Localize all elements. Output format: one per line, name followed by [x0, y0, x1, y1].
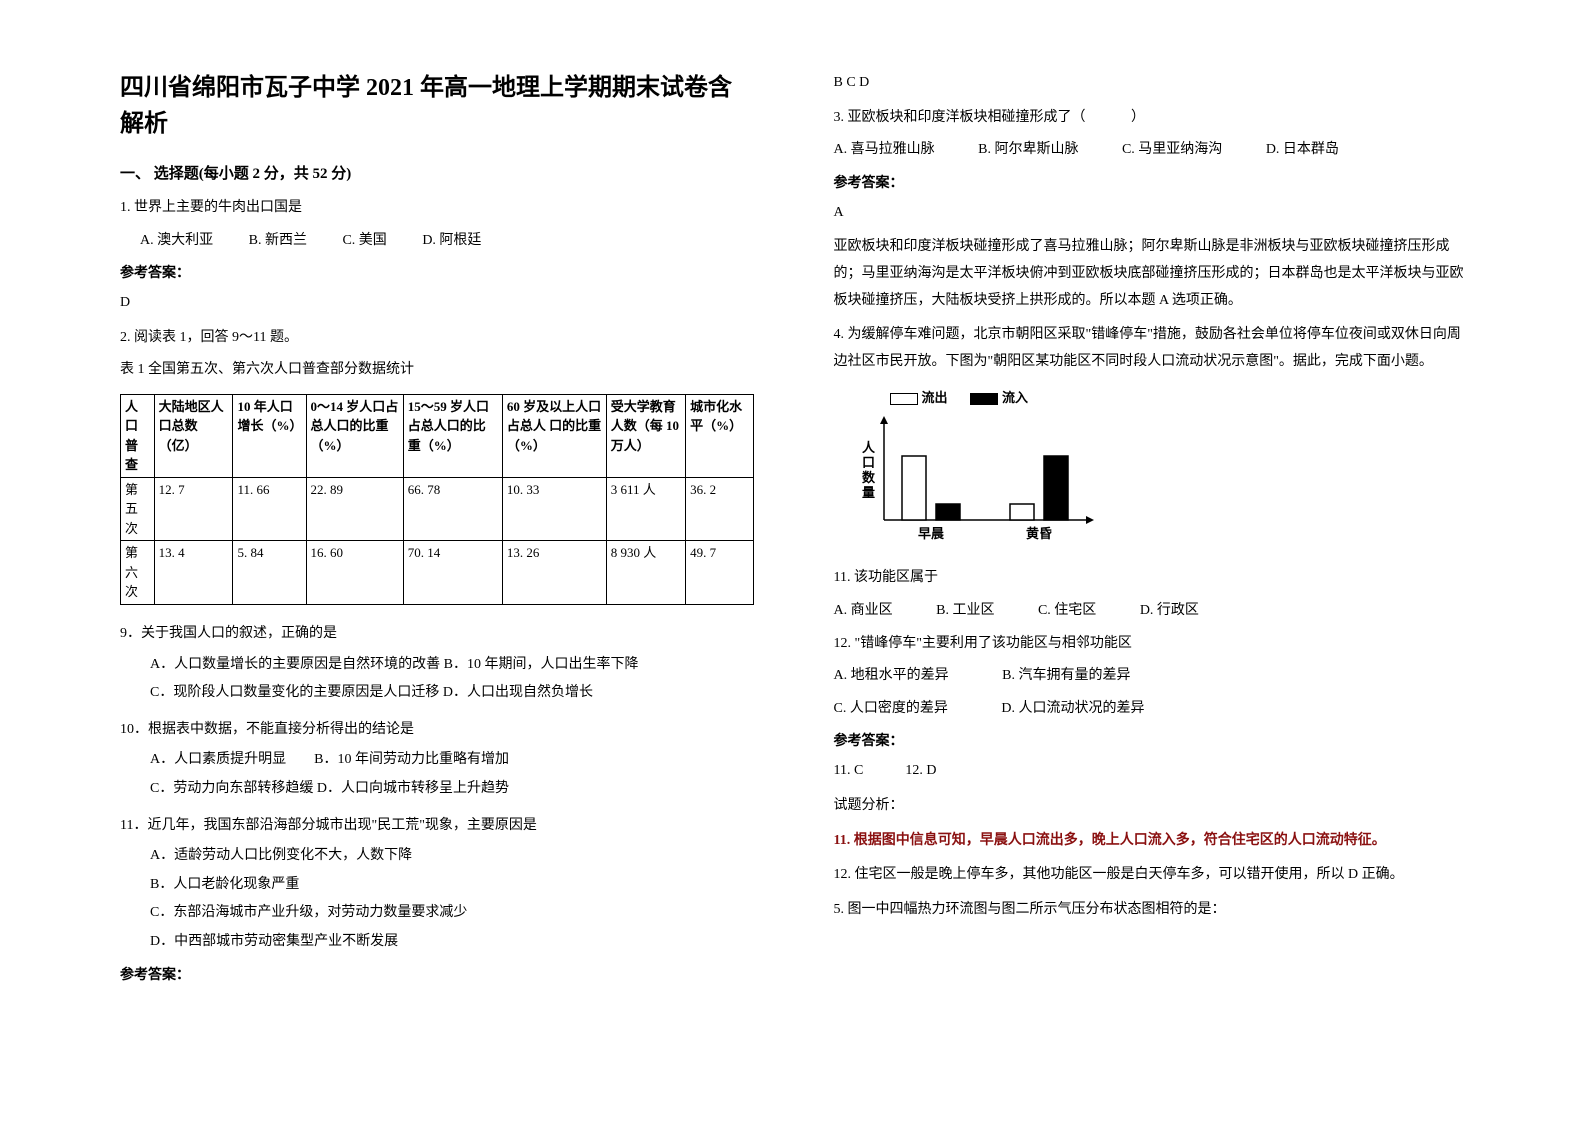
td: 第六次	[121, 541, 155, 605]
q1-opt-c: C. 美国	[342, 233, 386, 248]
question-3-options: A. 喜马拉雅山脉 B. 阿尔卑斯山脉 C. 马里亚纳海沟 D. 日本群岛	[834, 137, 1468, 164]
table-row: 第五次 12. 7 11. 66 22. 89 66. 78 10. 33 3 …	[121, 477, 754, 541]
chart-legend: 流出 流入	[850, 387, 1468, 406]
legend-swatch-out	[890, 393, 918, 405]
q4-11-opt-b: B. 工业区	[936, 603, 994, 618]
td: 16. 60	[306, 541, 403, 605]
question-10: 10．根据表中数据，不能直接分析得出的结论是	[120, 717, 754, 744]
q4-expl-11: 11. 根据图中信息可知，早晨人口流出多，晚上人口流入多，符合住宅区的人口流动特…	[834, 828, 1468, 855]
td: 66. 78	[403, 477, 502, 541]
q10-opt-ab: A．人口素质提升明显 B．10 年间劳动力比重略有增加	[120, 747, 754, 774]
q3-answer: A	[834, 200, 1468, 227]
question-5: 5. 图一中四幅热力环流图与图二所示气压分布状态图相符的是：	[834, 897, 1468, 924]
q4-11-opt-c: C. 住宅区	[1038, 603, 1096, 618]
question-4-11-options: A. 商业区 B. 工业区 C. 住宅区 D. 行政区	[834, 598, 1468, 625]
td: 13. 26	[502, 541, 606, 605]
analysis-heading: 试题分析：	[834, 793, 1468, 820]
td: 70. 14	[403, 541, 502, 605]
q3-opt-d: D. 日本群岛	[1266, 142, 1339, 157]
question-4-12-opts-ab: A. 地租水平的差异 B. 汽车拥有量的差异	[834, 663, 1468, 690]
td: 10. 33	[502, 477, 606, 541]
question-1: 1. 世界上主要的牛肉出口国是	[120, 195, 754, 222]
q3-opt-b: B. 阿尔卑斯山脉	[978, 142, 1078, 157]
q4-12-opt-c: C. 人口密度的差异	[834, 701, 948, 716]
q9-opt-cd: C．现阶段人口数量变化的主要原因是人口迁移 D．人口出现自然负增长	[120, 680, 754, 707]
question-4-12-opts-cd: C. 人口密度的差异 D. 人口流动状况的差异	[834, 696, 1468, 723]
question-4-11: 11. 该功能区属于	[834, 565, 1468, 592]
q4-answers: 11. C 12. D	[834, 758, 1468, 785]
question-1-options: A. 澳大利亚 B. 新西兰 C. 美国 D. 阿根廷	[120, 228, 754, 255]
question-11: 11．近几年，我国东部沿海部分城市出现"民工荒"现象，主要原因是	[120, 813, 754, 840]
table-row: 第六次 13. 4 5. 84 16. 60 70. 14 13. 26 8 9…	[121, 541, 754, 605]
th: 15～59 岁人口占总人口的比重（%）	[403, 394, 502, 477]
q11-opt-c: C．东部沿海城市产业升级，对劳动力数量要求减少	[120, 900, 754, 927]
td: 8 930 人	[606, 541, 685, 605]
q1-opt-b: B. 新西兰	[249, 233, 307, 248]
question-3: 3. 亚欧板块和印度洋板块相碰撞形成了（ ）	[834, 105, 1468, 132]
td: 第五次	[121, 477, 155, 541]
td: 36. 2	[686, 477, 753, 541]
th: 10 年人口 增长（%）	[233, 394, 306, 477]
page-title: 四川省绵阳市瓦子中学 2021 年高一地理上学期期末试卷含解析	[120, 70, 754, 142]
q1-opt-d: D. 阿根廷	[422, 233, 481, 248]
q11-opt-d: D．中西部城市劳动密集型产业不断发展	[120, 929, 754, 956]
q4-expl-12: 12. 住宅区一般是晚上停车多，其他功能区一般是白天停车多，可以错开使用，所以 …	[834, 862, 1468, 889]
question-4-12: 12. "错峰停车"主要利用了该功能区与相邻功能区	[834, 631, 1468, 658]
q3-opt-c: C. 马里亚纳海沟	[1122, 142, 1222, 157]
answer-heading: 参考答案：	[120, 262, 754, 282]
q1-answer: D	[120, 290, 754, 317]
table-header-row: 人口普查 大陆地区人口总数（亿） 10 年人口 增长（%） 0～14 岁人口占总…	[121, 394, 754, 477]
q4-11-opt-d: D. 行政区	[1140, 603, 1199, 618]
td: 3 611 人	[606, 477, 685, 541]
q10-opt-cd: C．劳动力向东部转移趋缓 D．人口向城市转移呈上升趋势	[120, 776, 754, 803]
th: 60 岁及以上人口占总人 口的比重（%）	[502, 394, 606, 477]
th: 人口普查	[121, 394, 155, 477]
q1-opt-a: A. 澳大利亚	[140, 233, 213, 248]
th: 大陆地区人口总数（亿）	[154, 394, 233, 477]
th: 0～14 岁人口占总人口的比重（%）	[306, 394, 403, 477]
answer-continue: B C D	[834, 70, 1468, 97]
bar-chart-svg: 人口数量早晨 黄昏	[850, 410, 1100, 550]
question-2: 2. 阅读表 1，回答 9～11 题。	[120, 325, 754, 352]
q4-12-opt-b: B. 汽车拥有量的差异	[1002, 668, 1130, 683]
th: 受大学教育人数（每 10 万人）	[606, 394, 685, 477]
answer-heading: 参考答案：	[120, 964, 754, 984]
td: 13. 4	[154, 541, 233, 605]
td: 49. 7	[686, 541, 753, 605]
q3-explanation: 亚欧板块和印度洋板块碰撞形成了喜马拉雅山脉；阿尔卑斯山脉是非洲板块与亚欧板块碰撞…	[834, 234, 1468, 314]
td: 12. 7	[154, 477, 233, 541]
q4-12-opt-d: D. 人口流动状况的差异	[1001, 701, 1144, 716]
legend-label-in: 流入	[1002, 390, 1028, 405]
legend-swatch-in	[970, 393, 998, 405]
answer-heading: 参考答案：	[834, 730, 1468, 750]
question-4: 4. 为缓解停车难问题，北京市朝阳区采取"错峰停车"措施，鼓励各社会单位将停车位…	[834, 322, 1468, 375]
q11-opt-b: B．人口老龄化现象严重	[120, 872, 754, 899]
svg-text:黄昏: 黄昏	[1025, 526, 1051, 541]
q11-opt-a: A．适龄劳动人口比例变化不大，人数下降	[120, 843, 754, 870]
census-table: 人口普查 大陆地区人口总数（亿） 10 年人口 增长（%） 0～14 岁人口占总…	[120, 394, 754, 605]
table1-caption: 表 1 全国第五次、第六次人口普查部分数据统计	[120, 357, 754, 384]
td: 11. 66	[233, 477, 306, 541]
question-9: 9．关于我国人口的叙述，正确的是	[120, 621, 754, 648]
td: 22. 89	[306, 477, 403, 541]
th: 城市化水平（%）	[686, 394, 753, 477]
q4-12-opt-a: A. 地租水平的差异	[834, 668, 949, 683]
svg-text:人口数量: 人口数量	[862, 440, 876, 500]
q9-opt-ab: A．人口数量增长的主要原因是自然环境的改善 B．10 年期间，人口出生率下降	[120, 652, 754, 679]
section-heading: 一、 选择题(每小题 2 分，共 52 分)	[120, 162, 754, 183]
td: 5. 84	[233, 541, 306, 605]
answer-heading: 参考答案：	[834, 172, 1468, 192]
legend-label-out: 流出	[922, 390, 948, 405]
population-flow-chart: 流出 流入 人口数量早晨 黄昏	[850, 387, 1468, 555]
svg-text:早晨: 早晨	[917, 526, 944, 541]
q4-11-opt-a: A. 商业区	[834, 603, 893, 618]
q3-opt-a: A. 喜马拉雅山脉	[834, 142, 935, 157]
